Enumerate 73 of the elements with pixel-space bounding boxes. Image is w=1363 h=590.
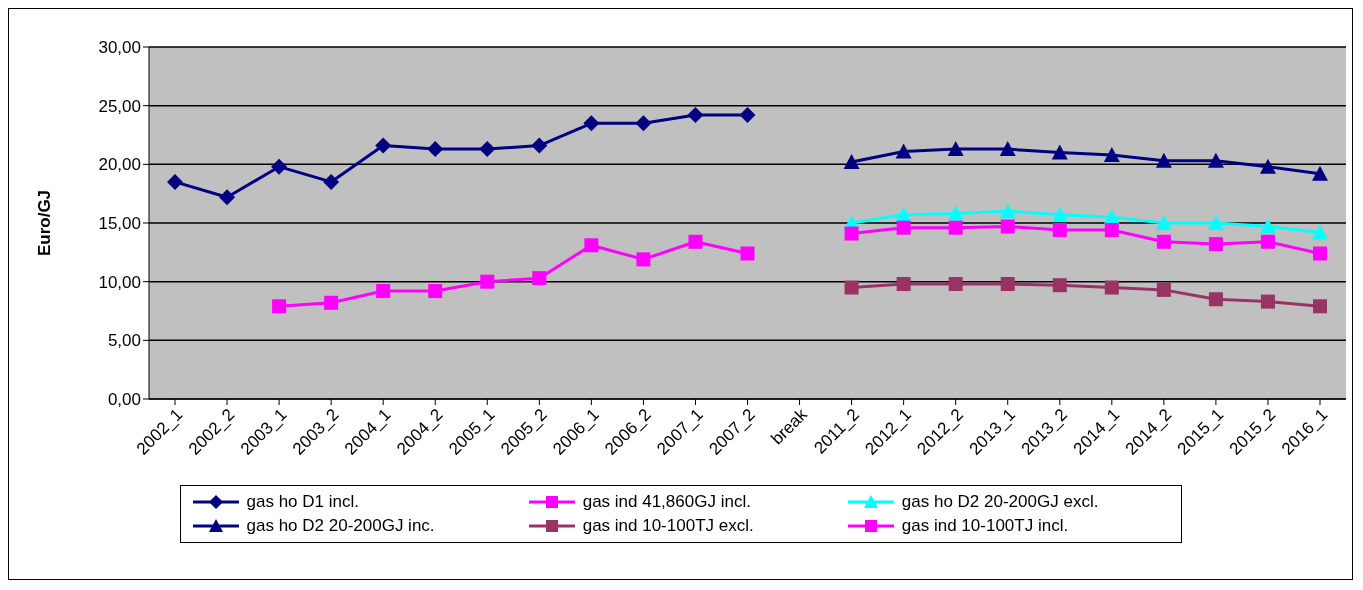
point bbox=[479, 141, 496, 158]
point bbox=[1260, 234, 1275, 249]
point bbox=[1000, 219, 1015, 234]
y-tick-label: 25,00 bbox=[98, 96, 141, 116]
point bbox=[480, 274, 495, 289]
point bbox=[740, 246, 755, 261]
point bbox=[999, 141, 1016, 157]
point bbox=[999, 203, 1016, 219]
point bbox=[323, 173, 340, 190]
point bbox=[688, 234, 703, 249]
legend-label: gas ind 10-100TJ incl. bbox=[901, 516, 1069, 536]
point bbox=[948, 220, 963, 235]
point bbox=[219, 189, 236, 206]
point bbox=[272, 299, 287, 314]
legend-label: gas ho D2 20-200GJ inc. bbox=[246, 516, 435, 536]
point bbox=[1051, 144, 1068, 160]
point bbox=[1312, 165, 1328, 181]
point bbox=[1103, 146, 1120, 162]
point bbox=[1208, 292, 1223, 307]
point bbox=[636, 252, 651, 267]
point bbox=[1260, 294, 1275, 309]
point bbox=[1155, 152, 1172, 168]
point bbox=[687, 107, 704, 124]
legend-label: gas ho D2 20-200GJ excl. bbox=[901, 492, 1099, 512]
point bbox=[896, 277, 911, 292]
point bbox=[635, 115, 652, 132]
point bbox=[1104, 223, 1119, 238]
point bbox=[739, 107, 756, 124]
point bbox=[167, 173, 183, 190]
point bbox=[948, 277, 963, 292]
point bbox=[531, 137, 548, 154]
point bbox=[584, 238, 599, 253]
point bbox=[532, 271, 547, 286]
point bbox=[843, 153, 860, 169]
point bbox=[324, 295, 339, 310]
point bbox=[1208, 237, 1223, 252]
point bbox=[1259, 218, 1276, 234]
point bbox=[1313, 299, 1327, 314]
point bbox=[376, 284, 391, 299]
y-tick-label: 15,00 bbox=[98, 214, 141, 234]
point bbox=[1000, 277, 1015, 292]
point bbox=[1207, 215, 1224, 230]
y-tick-label: 10,00 bbox=[98, 272, 141, 292]
y-tick-label: 0,00 bbox=[107, 390, 141, 410]
point bbox=[1156, 282, 1171, 297]
point bbox=[1156, 234, 1171, 249]
point bbox=[428, 284, 443, 299]
point bbox=[844, 280, 859, 295]
y-tick-label: 20,00 bbox=[98, 155, 141, 175]
point bbox=[896, 220, 911, 235]
y-tick-label: 5,00 bbox=[107, 331, 141, 351]
point bbox=[844, 226, 859, 241]
point bbox=[271, 158, 288, 175]
point bbox=[1104, 280, 1119, 295]
legend-label: gas ind 10-100TJ excl. bbox=[582, 516, 754, 536]
point bbox=[1313, 246, 1327, 261]
point bbox=[1052, 223, 1067, 238]
legend-label: gas ho D1 incl. bbox=[246, 492, 359, 512]
legend-label: gas ind 41,860GJ incl. bbox=[582, 492, 751, 512]
point bbox=[375, 137, 392, 154]
point bbox=[1312, 224, 1328, 240]
point bbox=[895, 143, 912, 159]
point bbox=[1051, 206, 1068, 222]
point bbox=[947, 141, 964, 157]
point bbox=[427, 141, 444, 158]
point bbox=[1207, 152, 1224, 168]
point bbox=[1259, 158, 1276, 174]
point bbox=[1052, 278, 1067, 293]
point bbox=[1155, 215, 1172, 230]
point bbox=[583, 115, 600, 132]
point bbox=[947, 205, 964, 221]
y-tick-label: 30,00 bbox=[98, 38, 141, 58]
y-axis-title: Euro/GJ bbox=[35, 189, 55, 257]
